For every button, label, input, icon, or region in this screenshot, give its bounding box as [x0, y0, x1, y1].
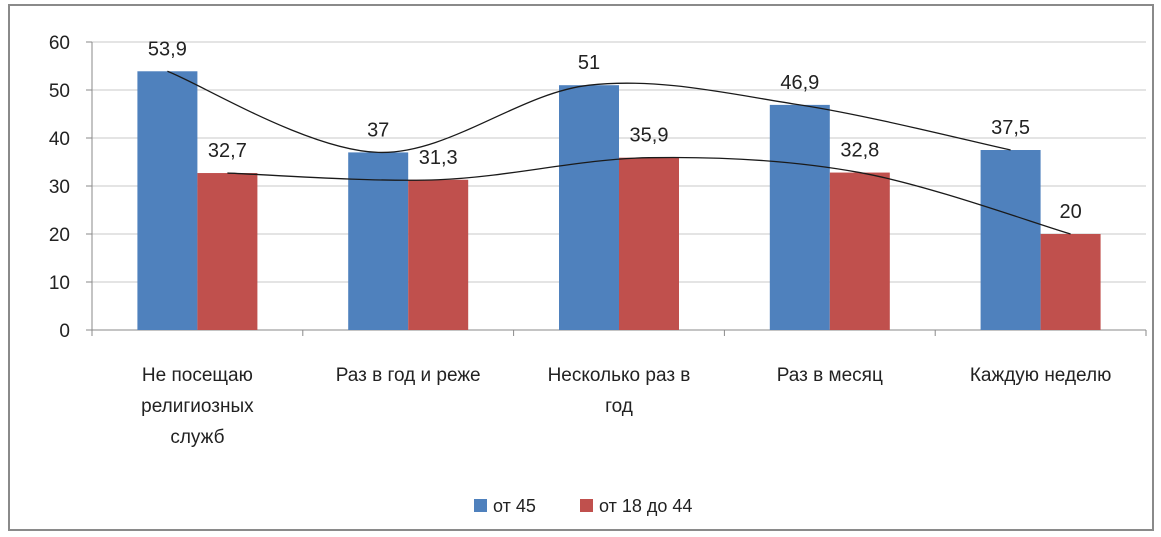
trend-line-series-2 [227, 156, 1071, 235]
bar-series-1 [980, 150, 1041, 330]
y-axis-ticks: 0 10 20 30 40 50 60 [49, 33, 70, 342]
trend-lines [167, 70, 1071, 235]
y-tick-label: 10 [49, 273, 70, 294]
data-labels: 53,9 32,7 37 31,3 51 35,9 46,9 32,8 37,5 20 [148, 38, 1082, 223]
legend: от 45 от 18 до 44 [474, 496, 692, 516]
bar-series-2 [197, 173, 258, 330]
data-label: 32,7 [208, 140, 247, 162]
bars [137, 71, 1101, 330]
data-label: 32,8 [840, 140, 879, 162]
bar-series-2 [1040, 234, 1101, 330]
data-label: 53,9 [148, 38, 187, 60]
legend-swatch [474, 499, 487, 512]
bar-series-2 [829, 172, 890, 330]
x-category-label: Раз в год и реже [336, 365, 481, 386]
bar-series-1 [348, 152, 409, 330]
x-category-label: Раз в месяц [777, 365, 883, 386]
x-category-label: религиозных [141, 396, 254, 417]
data-label: 37 [367, 119, 389, 141]
x-category-label: год [605, 396, 633, 417]
y-tick-label: 50 [49, 81, 70, 102]
bar-series-1 [769, 104, 830, 330]
bar-series-1 [137, 71, 198, 330]
bar-series-2 [619, 157, 679, 330]
y-tick-label: 60 [49, 33, 70, 54]
data-label: 20 [1059, 201, 1081, 223]
data-label: 35,9 [630, 125, 669, 147]
legend-entry: от 45 [493, 496, 536, 516]
data-label: 46,9 [780, 72, 819, 94]
x-category-label: Несколько раз в [548, 365, 691, 386]
legend-entry: от 18 до 44 [599, 496, 692, 516]
y-tick-label: 0 [59, 321, 70, 342]
trend-line-series-1 [167, 70, 1011, 154]
x-axis-categories: Не посещаю религиозных служб Раз в год и ре… [141, 365, 1111, 448]
bar-series-2 [408, 179, 469, 330]
x-category-label: служб [170, 427, 224, 448]
bar-series-1 [559, 85, 619, 330]
data-label: 51 [578, 52, 600, 74]
data-label: 31,3 [419, 147, 458, 169]
x-category-label: Каждую неделю [970, 365, 1111, 386]
y-tick-label: 30 [49, 177, 70, 198]
y-tick-label: 40 [49, 129, 70, 150]
y-tick-label: 20 [49, 225, 70, 246]
legend-swatch [580, 499, 593, 512]
data-label: 37,5 [991, 117, 1030, 139]
x-category-label: Не посещаю [142, 365, 253, 386]
